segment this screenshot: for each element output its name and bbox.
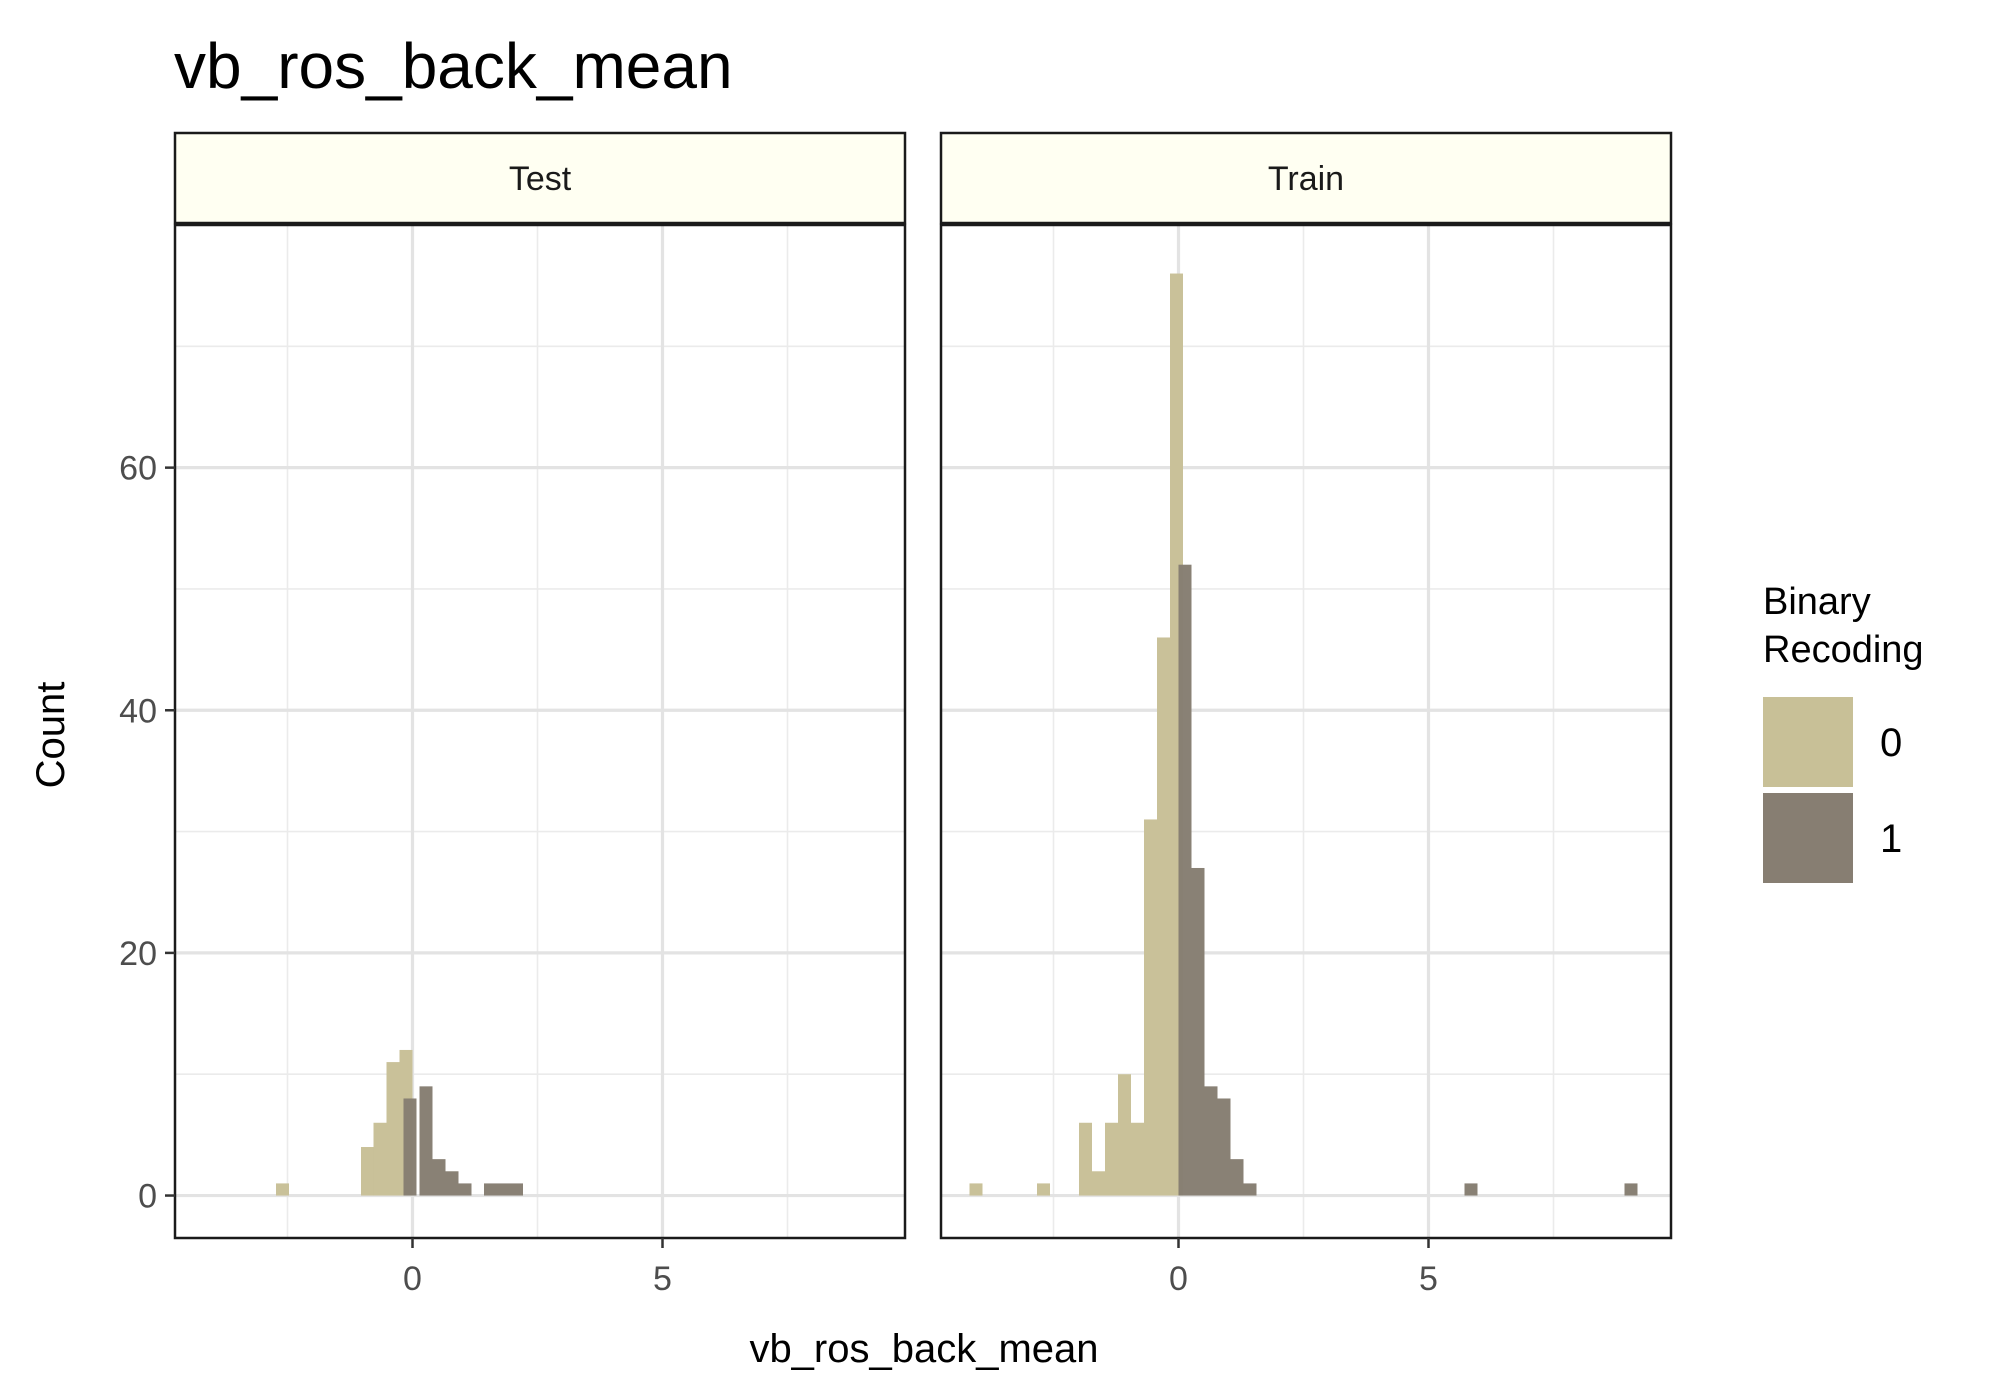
histogram-bar [1144,819,1157,1196]
histogram-bar [419,1086,433,1196]
facet-strip-label: Train [1268,160,1344,198]
y-tick-label: 20 [119,935,157,973]
histogram-bar [510,1183,523,1196]
x-tick-label: 5 [653,1260,672,1298]
histogram-bar [497,1183,510,1196]
facet-strip [173,131,907,225]
histogram-bar [1157,637,1170,1196]
histogram-bar [1217,1098,1231,1196]
histogram-bar [1204,1086,1218,1196]
legend-title: Binary [1763,581,1871,623]
histogram-bar [1178,564,1192,1196]
chart-title: vb_ros_back_mean [174,30,733,102]
histogram-bar [1079,1122,1092,1196]
facet-strip [939,131,1673,225]
histogram-bar [445,1171,459,1196]
panel-border [173,223,907,1240]
facet-strip-label: Test [509,160,572,198]
histogram-bar [1037,1183,1050,1196]
histogram-bar [386,1062,400,1196]
histogram-bar [458,1183,472,1196]
histogram-bar [1105,1122,1118,1196]
histogram-bar [1092,1171,1105,1196]
legend-title: Recoding [1763,629,1924,671]
x-tick-label: 0 [403,1260,422,1298]
legend-label: 1 [1880,817,1902,861]
y-tick-label: 40 [119,692,157,730]
histogram-bar [373,1122,387,1196]
histogram-bar [1191,867,1205,1196]
histogram-bar [484,1183,497,1196]
histogram-bar [969,1183,983,1196]
histogram-bar [1131,1122,1144,1196]
histogram-bar [1243,1183,1257,1196]
y-tick-label: 0 [138,1178,157,1216]
facet-panels: Test 0 5 0 20 40 60 Train 0 5 [119,131,1673,1298]
histogram-bar [403,1098,417,1196]
histogram-bar [1118,1074,1131,1196]
legend-label: 0 [1880,721,1902,765]
histogram-bar [1464,1183,1478,1196]
y-tick-label: 60 [119,450,157,488]
legend: Binary Recoding 0 1 [1763,581,1924,883]
x-tick-label: 5 [1419,1260,1438,1298]
legend-key [1763,697,1853,787]
legend-key [1763,793,1853,883]
panel-train: Train 0 5 [939,131,1673,1298]
histogram-bar [432,1159,446,1196]
x-tick-label: 0 [1169,1260,1188,1298]
panel-background [941,225,1671,1238]
histogram-bar [1624,1183,1638,1196]
histogram-bar [361,1147,374,1196]
x-axis-title: vb_ros_back_mean [749,1327,1098,1371]
panel-border [939,223,1673,1240]
panel-test: Test 0 5 0 20 40 60 [119,131,907,1298]
histogram-bar [1230,1159,1244,1196]
panel-background [175,225,905,1238]
y-axis-title: Count [29,682,73,789]
histogram-bar [276,1183,289,1196]
